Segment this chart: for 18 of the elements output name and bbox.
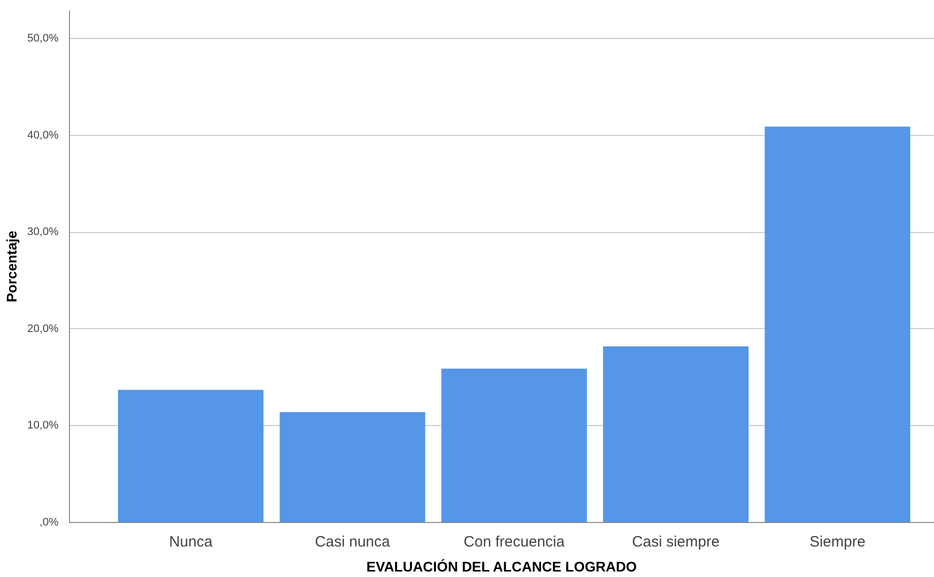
x-tick-label: Casi nunca [314,534,391,550]
y-tick-label: 50,0% [27,32,59,45]
x-tick-label: Casi siempre [632,534,720,550]
x-axis-title: EVALUACIÓN DEL ALCANCE LOGRADO [366,558,637,574]
bar [441,368,587,522]
bar [603,346,749,522]
y-tick-label: ,0% [40,516,59,528]
y-tick-label: 10,0% [27,420,59,432]
x-tick-label: Nunca [169,534,214,550]
y-tick-label: 20,0% [27,322,59,335]
bar [764,126,910,522]
y-tick-label: 40,0% [27,129,59,142]
y-axis-title: Porcentaje [3,230,20,302]
bar [280,412,426,522]
x-tick-label: Con frecuencia [464,534,566,550]
x-tick-label: Siempre [810,534,866,550]
y-tick-label: 30,0% [27,226,59,238]
bar [118,390,264,522]
